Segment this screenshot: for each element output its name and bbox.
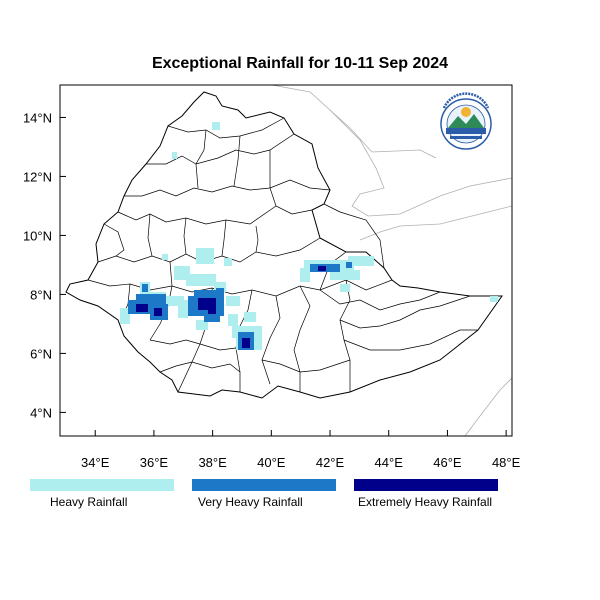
- x-tick-label: 38°E: [198, 455, 227, 470]
- x-tick-label: 44°E: [375, 455, 404, 470]
- x-tick-label: 42°E: [316, 455, 345, 470]
- x-tick-label: 36°E: [140, 455, 169, 470]
- y-tick-label: 8°N: [30, 287, 52, 302]
- x-tick-label: 40°E: [257, 455, 286, 470]
- neighbour-border: [464, 377, 512, 436]
- y-tick-label: 6°N: [30, 346, 52, 361]
- x-tick-label: 46°E: [433, 455, 462, 470]
- neighbour-border: [359, 205, 512, 241]
- legend-swatch-very-heavy: [192, 479, 336, 491]
- y-tick-label: 4°N: [30, 405, 52, 420]
- institute-logo: [440, 92, 492, 150]
- x-tick-label: 48°E: [492, 455, 521, 470]
- legend-label-heavy: Heavy Rainfall: [50, 495, 128, 509]
- y-tick-label: 14°N: [23, 110, 52, 125]
- legend-label-extremely-heavy: Extremely Heavy Rainfall: [358, 495, 493, 509]
- legend-swatch-extremely-heavy: [354, 479, 498, 491]
- neighbour-border: [329, 109, 512, 217]
- rainfall-extremely-heavy: [136, 266, 326, 348]
- map-title: Exceptional Rainfall for 10-11 Sep 2024: [151, 55, 449, 72]
- y-axis: 4°N 6°N 8°N 10°N 12°N 14°N: [23, 110, 66, 420]
- neighbour-border: [271, 85, 437, 159]
- x-tick-label: 34°E: [81, 455, 110, 470]
- y-tick-label: 10°N: [23, 228, 52, 243]
- map-frame: [59, 84, 513, 437]
- x-axis: 34°E 36°E 38°E 40°E 42°E 44°E 46°E 48°E: [81, 430, 521, 470]
- country-outline: [65, 91, 503, 399]
- legend-label-very-heavy: Very Heavy Rainfall: [198, 495, 303, 509]
- legend-swatch-heavy: [30, 479, 174, 491]
- y-tick-label: 12°N: [23, 169, 52, 184]
